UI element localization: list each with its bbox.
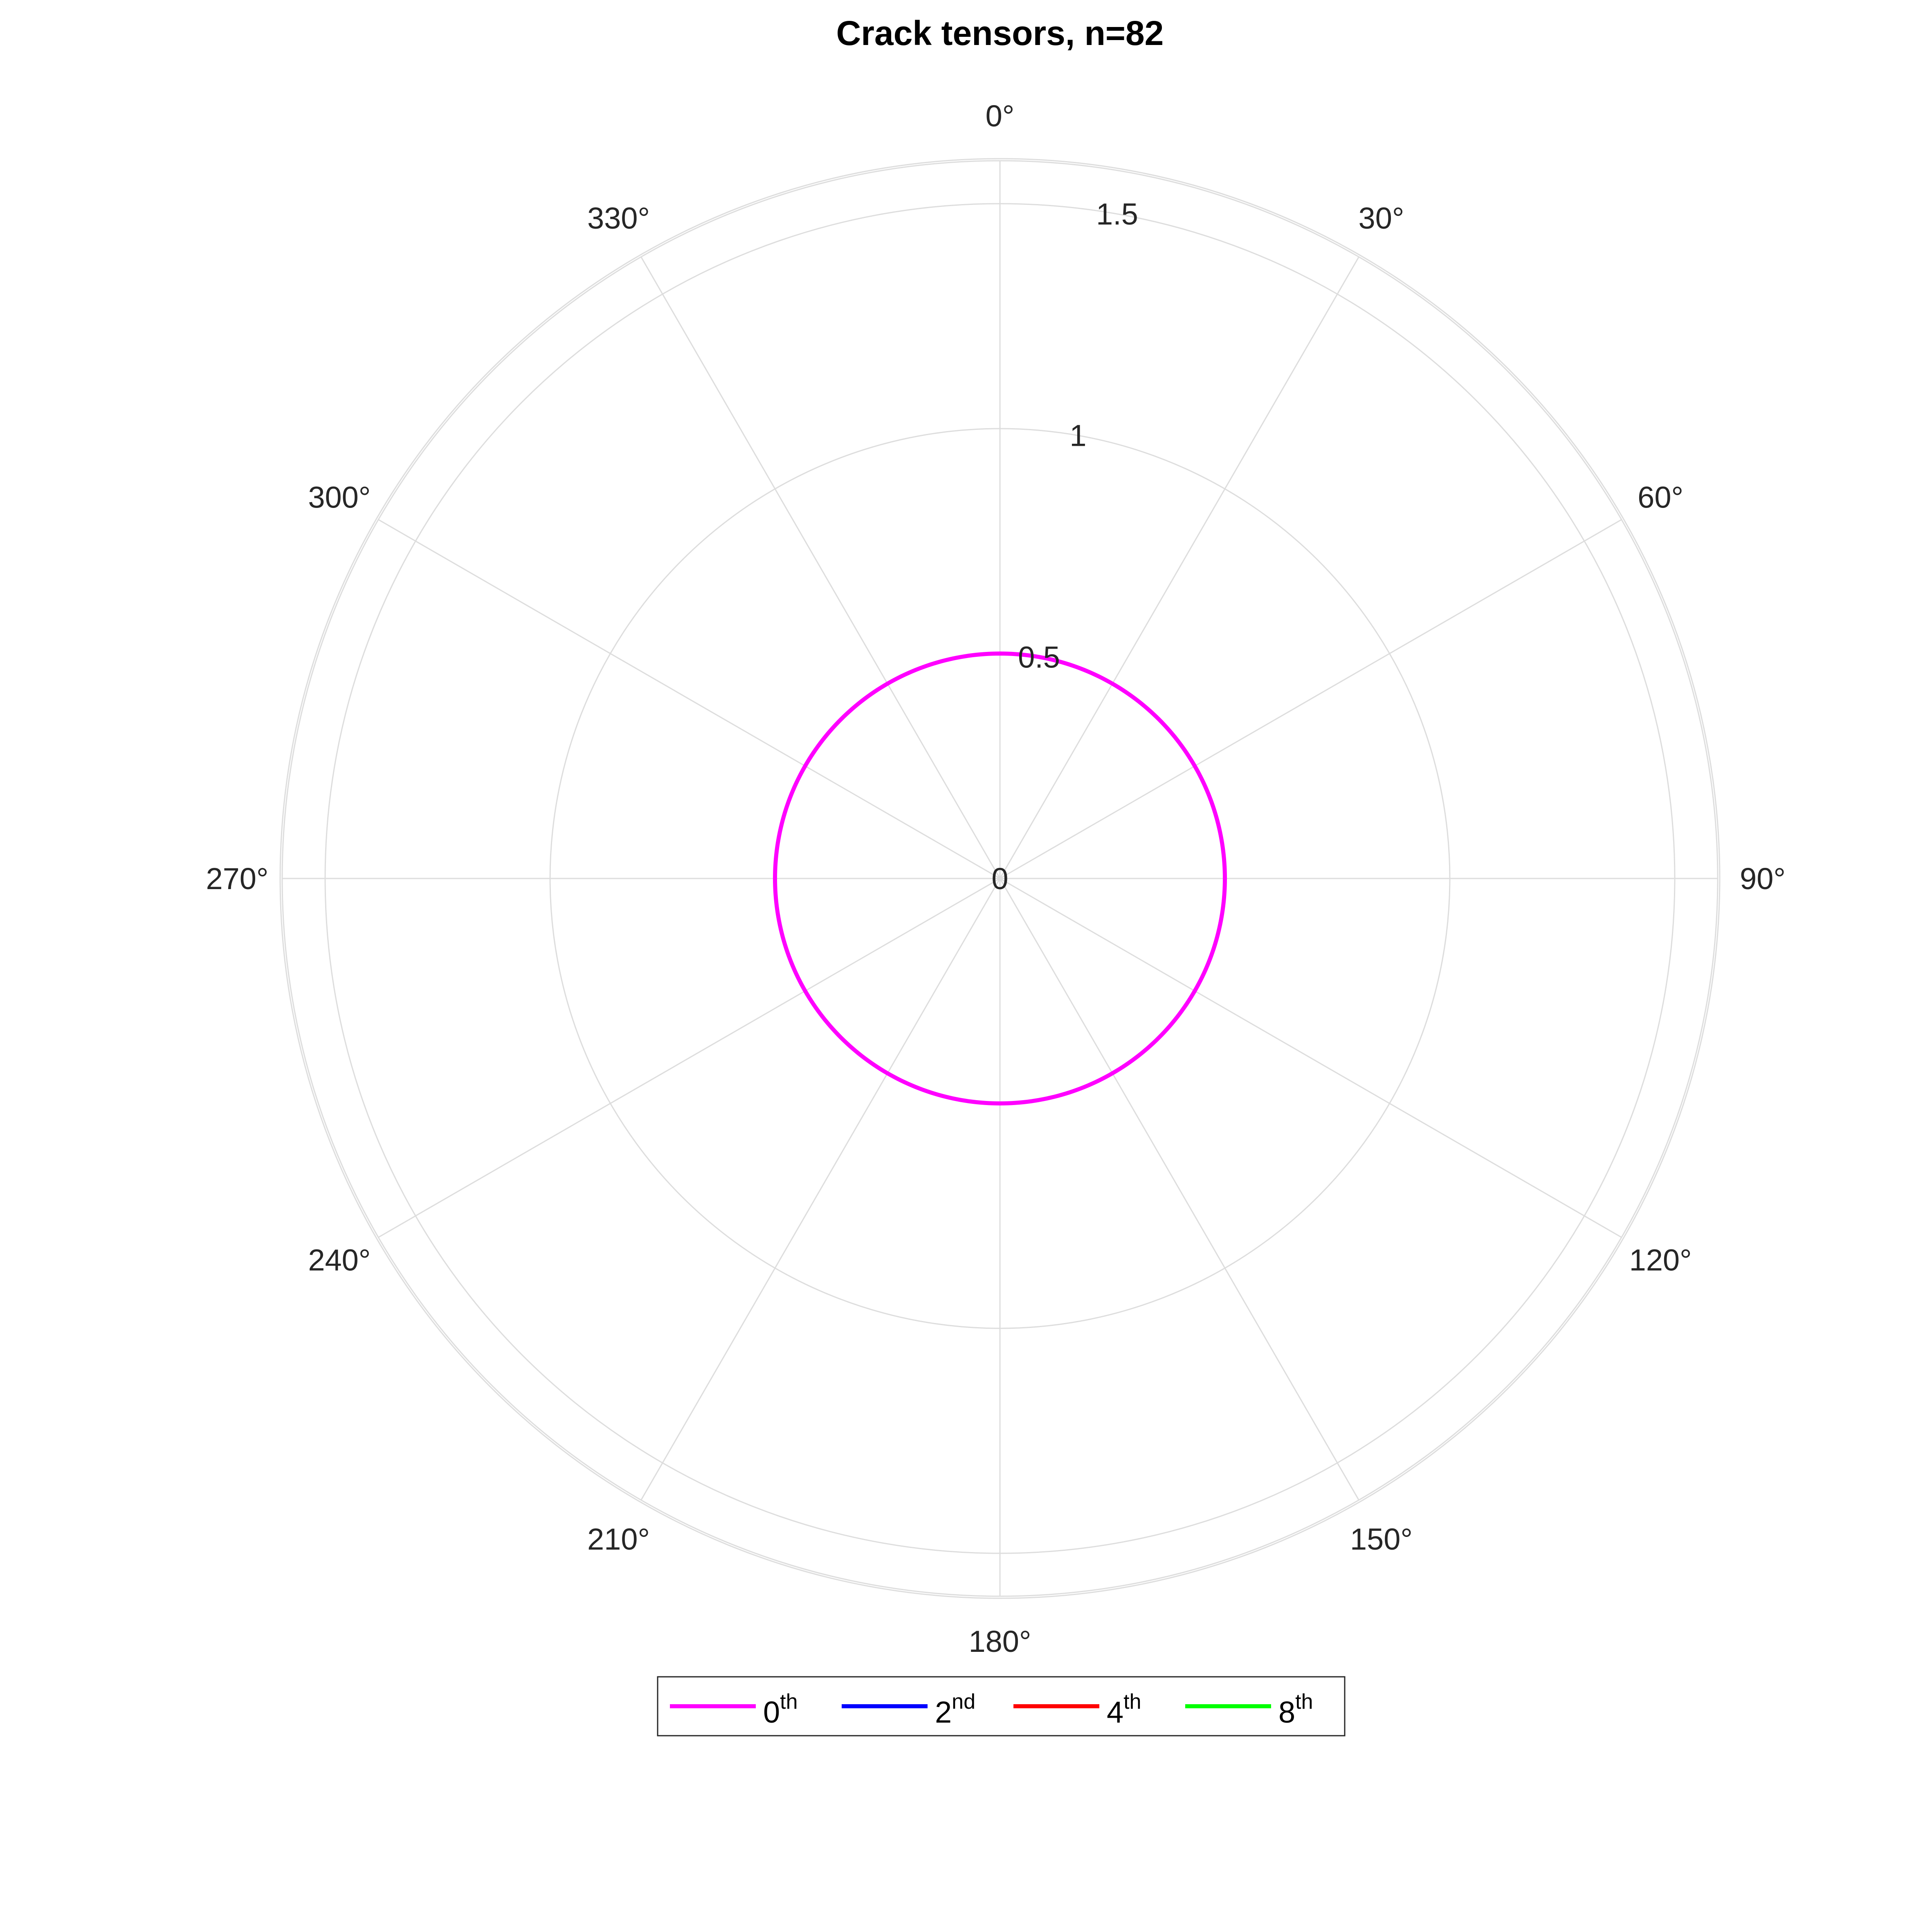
grid-spoke-240: [378, 878, 1000, 1238]
angle-label-180: 180°: [968, 1624, 1031, 1658]
r-tick-label-0: 0: [991, 862, 1008, 896]
angle-label-300: 300°: [308, 481, 371, 514]
legend-label-sup: th: [780, 1690, 798, 1714]
angular-grid-spokes: [282, 161, 1718, 1596]
angle-label-270: 270°: [206, 862, 268, 896]
angle-label-240: 240°: [308, 1243, 371, 1277]
series-line-0th: [773, 651, 1227, 1106]
r-tick-label-2: 1: [1069, 419, 1086, 453]
grid-spoke-300: [378, 519, 1000, 879]
angle-label-210: 210°: [587, 1522, 650, 1556]
angle-label-120: 120°: [1629, 1243, 1692, 1277]
grid-spoke-30: [999, 256, 1359, 879]
grid-spoke-120: [1000, 878, 1622, 1238]
angle-label-150: 150°: [1350, 1522, 1413, 1556]
grid-spoke-210: [640, 878, 1001, 1501]
angle-label-90: 90°: [1740, 862, 1786, 896]
angle-label-330: 330°: [587, 201, 650, 235]
angle-label-30: 30°: [1359, 201, 1404, 235]
angle-label-0: 0°: [986, 99, 1015, 133]
grid-circle-rlim: [279, 158, 1721, 1599]
angle-label-60: 60°: [1638, 481, 1683, 514]
grid-spoke-150: [999, 878, 1359, 1501]
r-tick-label-1: 0.5: [1018, 640, 1060, 674]
grid-spoke-60: [1000, 519, 1622, 879]
legend-label-sup: nd: [952, 1690, 975, 1714]
legend-label-sup: th: [1295, 1690, 1313, 1714]
legend-label-sup: th: [1123, 1690, 1141, 1714]
series-lines: [773, 651, 1227, 1106]
legend: 0th 2nd 4th 8th: [657, 1676, 1346, 1737]
r-tick-label-3: 1.5: [1096, 197, 1138, 231]
radial-tick-labels: 0 0.5 1 1.5: [991, 197, 1138, 896]
chart-title: Crack tensors, n=82: [836, 14, 1164, 52]
grid-spoke-330: [640, 256, 1001, 879]
angle-tick-labels: 0° 30° 60° 90° 120° 150° 180° 210° 240° 270° 300° 3…: [206, 99, 1785, 1658]
